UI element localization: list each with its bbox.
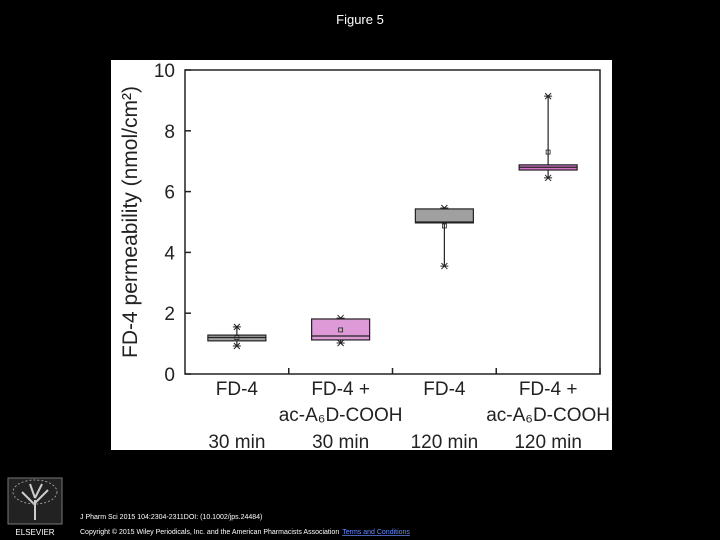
y-tick-label: 2 [164,304,175,325]
box [414,208,474,224]
x-tick-label: FD-4 [216,379,259,400]
whisker-cap [544,174,553,182]
x-tick-label: 30 min [208,432,265,453]
terms-link[interactable]: Terms and Conditions [342,529,410,536]
box [311,318,371,341]
x-tick-label: 120 min [411,432,479,453]
citation: J Pharm Sci 2015 104:2304-2311DOI: (10.1… [80,514,262,521]
elsevier-logo [7,477,63,525]
x-tick-label: 30 min [312,432,369,453]
mean-marker [441,223,447,229]
whisker-cap [336,339,345,347]
copyright-text: Copyright © 2015 Wiley Periodicals, Inc.… [80,528,339,536]
whisker-cap [544,92,553,100]
figure-panel [111,60,612,450]
y-tick-label: 10 [154,61,175,82]
x-tick-label: FD-4 + [311,379,370,400]
x-tick-label: 120 min [514,432,582,453]
copyright: Copyright © 2015 Wiley Periodicals, Inc.… [80,528,410,536]
logo-text: ELSEVIER [15,528,54,537]
x-tick-label: ac-A₆D-COOH [279,405,403,426]
slide-title: Figure 5 [336,12,384,27]
x-tick-label: FD-4 [423,379,466,400]
whisker-cap [232,342,241,350]
y-tick-label: 4 [164,243,175,264]
mean-marker [545,149,551,155]
y-axis-label: FD-4 permeability (nmol/cm²) [119,86,142,358]
y-tick-label: 8 [164,122,175,143]
mean-marker [234,335,240,340]
whisker-cap [440,262,449,270]
mean-marker [338,327,344,333]
x-tick-label: FD-4 + [519,379,578,400]
y-tick-label: 6 [164,183,175,204]
x-tick-label: ac-A₆D-COOH [486,405,610,426]
y-tick-label: 0 [164,365,175,386]
whisker-cap [232,323,241,331]
